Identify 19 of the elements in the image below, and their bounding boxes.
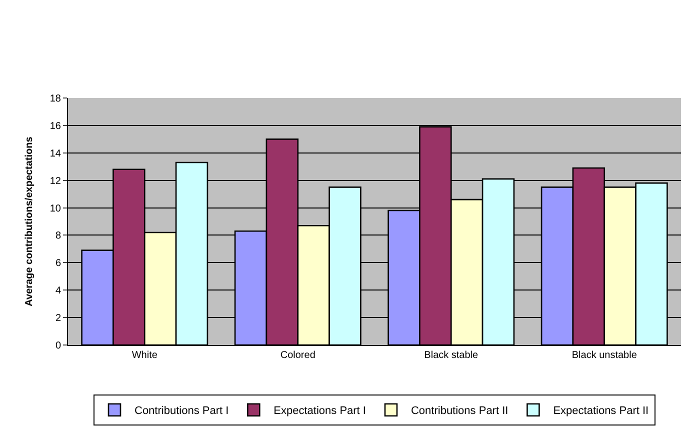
- y-tick-label: 8: [55, 230, 62, 242]
- y-tick-label: 2: [55, 313, 62, 324]
- legend-label: Expectations Part II: [553, 405, 649, 418]
- x-tick-label: Colored: [280, 350, 316, 361]
- y-tick-label: 14: [50, 148, 62, 160]
- y-tick-label: 10: [50, 203, 62, 214]
- y-tick-label: 18: [50, 94, 62, 104]
- y-tick-label: 4: [55, 286, 62, 297]
- y-axis-title: Average contributions/expectations: [24, 136, 35, 306]
- legend-label: Contributions Part I: [134, 405, 229, 418]
- legend-label: Expectations Part I: [274, 405, 366, 418]
- y-tick-label: 0: [55, 340, 62, 352]
- x-tick-label: Black stable: [424, 350, 479, 361]
- x-tick-label: White: [132, 350, 158, 361]
- x-tick-label: Black unstable: [572, 350, 638, 361]
- y-tick-label: 6: [55, 258, 62, 270]
- legend-label: Contributions Part II: [410, 405, 508, 418]
- y-tick-label: 12: [50, 176, 62, 187]
- y-tick-label: 16: [50, 120, 62, 132]
